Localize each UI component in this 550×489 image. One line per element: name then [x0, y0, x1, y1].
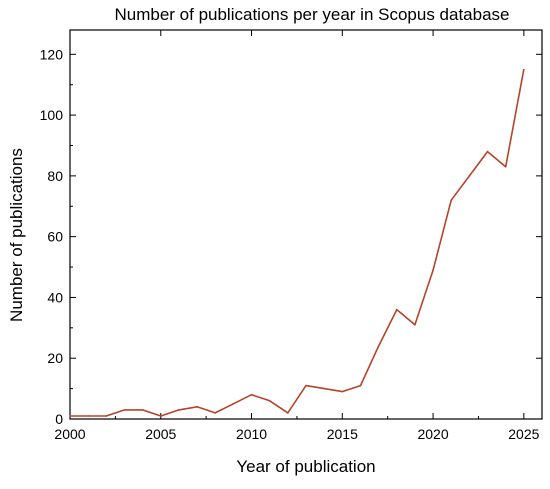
y-tick-label: 120	[40, 46, 64, 62]
y-axis-label: Number of publications	[7, 148, 26, 322]
data-point	[87, 415, 89, 417]
data-point	[432, 269, 434, 271]
y-tick-label: 40	[47, 289, 63, 305]
data-point	[359, 384, 362, 387]
data-point	[159, 415, 162, 417]
data-point	[468, 175, 471, 177]
plot-frame	[69, 29, 543, 420]
data-point	[504, 165, 507, 168]
y-tick-label: 100	[40, 107, 64, 123]
x-tick-label: 2025	[508, 426, 539, 442]
data-point	[414, 323, 416, 326]
x-tick-label: 2010	[236, 426, 267, 442]
data-point	[341, 390, 344, 393]
data-point	[196, 406, 198, 408]
y-tick-label: 80	[47, 168, 63, 184]
y-tick-label: 20	[47, 350, 63, 366]
data-point	[305, 384, 307, 387]
x-tick-label: 2015	[327, 426, 358, 442]
y-tick-label: 0	[55, 411, 63, 427]
x-tick-label: 2020	[417, 426, 448, 442]
data-point	[450, 199, 453, 201]
data-point	[268, 399, 271, 402]
chart-title: Number of publications per year in Scopu…	[114, 5, 509, 24]
data-point	[395, 308, 398, 311]
data-point	[232, 403, 235, 405]
data-point	[287, 412, 289, 414]
data-point	[69, 415, 71, 417]
y-tick-label: 60	[47, 229, 63, 245]
data-point	[178, 409, 180, 411]
series-line	[70, 69, 525, 417]
x-axis-label: Year of publication	[236, 457, 375, 476]
data-point	[141, 409, 144, 411]
data-point	[105, 415, 108, 417]
data-point	[523, 68, 525, 71]
data-point	[250, 393, 253, 396]
data-point	[214, 412, 217, 414]
data-point	[323, 387, 325, 390]
data-point	[486, 150, 489, 153]
data-point	[377, 345, 380, 347]
x-tick-label: 2000	[54, 426, 85, 442]
plot-area: 2000 2005 2010 2015 2020 2025 0 20 40 60 80 100 120	[40, 29, 543, 442]
data-point	[123, 409, 126, 411]
x-tick-label: 2005	[145, 426, 176, 442]
